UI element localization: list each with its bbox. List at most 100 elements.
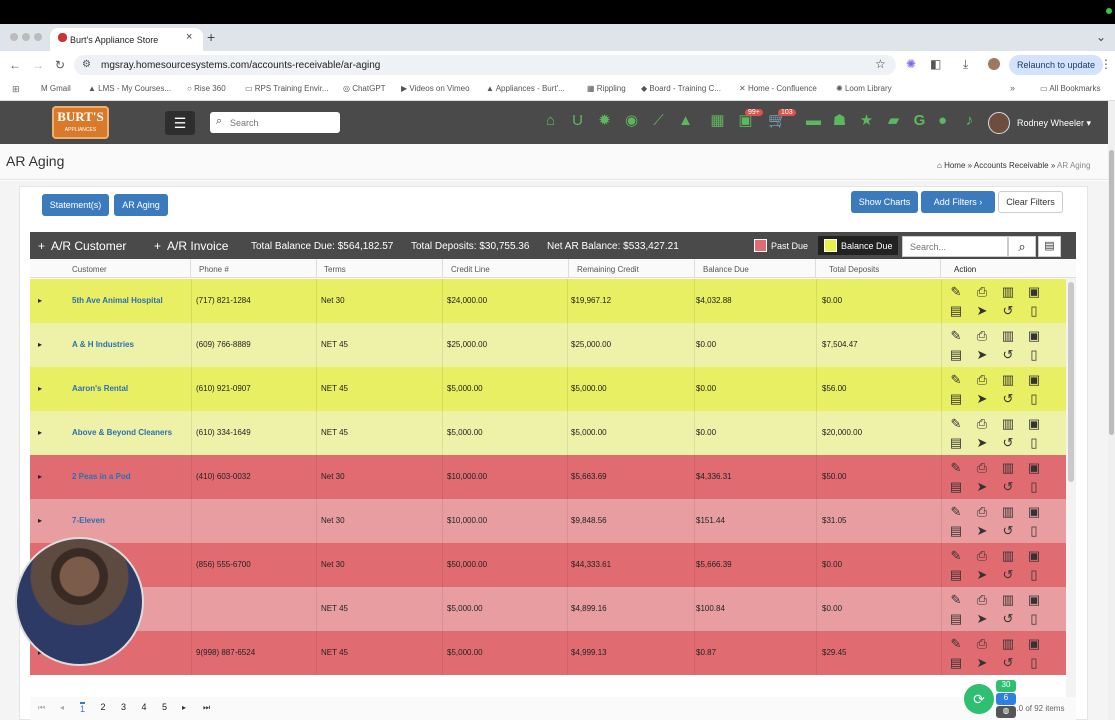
row-expand-icon[interactable]: ▸ xyxy=(38,340,43,349)
page-number-3[interactable]: 3 xyxy=(121,702,127,712)
pencil-icon[interactable]: ✎ xyxy=(950,372,962,387)
clear-filters-button[interactable]: Clear Filters xyxy=(998,191,1063,213)
user-menu[interactable]: Rodney Wheeler ▾ xyxy=(1017,118,1092,128)
row-expand-icon[interactable]: ▸ xyxy=(38,472,43,481)
table-row[interactable]: ▸ Above & Beyond Cleaners (610) 334-1649 NE… xyxy=(30,411,1066,455)
breadcrumb-accounts-receivable[interactable]: Accounts Receivable xyxy=(973,161,1049,170)
column-header[interactable]: Customer xyxy=(72,265,107,274)
gift-icon[interactable]: ▥ xyxy=(1001,548,1015,563)
statements-button[interactable]: Statement(s) xyxy=(42,194,109,216)
table-row[interactable]: ▸ 2 Peas in a Pod (410) 603-0032 Net 30 $10,… xyxy=(30,455,1066,499)
document-icon[interactable]: ▯ xyxy=(1030,523,1038,538)
row-expand-icon[interactable]: ▸ xyxy=(38,428,43,437)
extension-gear-icon[interactable]: ✺ xyxy=(906,57,917,71)
pencil-icon[interactable]: ✎ xyxy=(950,548,962,563)
window-zoom-icon[interactable] xyxy=(34,33,42,41)
page-number-1[interactable]: 1 xyxy=(80,702,86,714)
printer-icon[interactable]: ⎙ xyxy=(976,592,988,607)
printer-icon[interactable]: ⎙ xyxy=(976,636,988,651)
google-icon[interactable]: G xyxy=(913,112,926,129)
url-bar[interactable]: mgsray.homesourcesystems.com/accounts-re… xyxy=(74,55,896,75)
star-icon[interactable]: ★ xyxy=(859,112,874,129)
grid-scrollbar[interactable] xyxy=(1066,278,1076,697)
cart-icon[interactable]: 🛒 xyxy=(768,112,787,129)
table-row[interactable]: ▸NET 45$5,000.00$4,899.16$100.84$0.00✎⎙▥… xyxy=(30,587,1066,631)
history-icon[interactable]: ↺ xyxy=(1002,303,1014,318)
bookmark-item[interactable]: ▭ RPS Training Envir... xyxy=(245,84,329,93)
money-icon[interactable]: ▣ xyxy=(1027,284,1041,299)
bookmark-item[interactable]: ▶ Videos on Vimeo xyxy=(401,84,470,93)
money-icon[interactable]: ▣ xyxy=(1027,372,1041,387)
row-expand-icon[interactable]: ▸ xyxy=(38,296,43,305)
calculator-icon[interactable]: ▦ xyxy=(710,112,725,129)
pencil-icon[interactable]: ✎ xyxy=(950,328,962,343)
gift-icon[interactable]: ▥ xyxy=(1001,504,1015,519)
bookmarks-overflow-icon[interactable]: » xyxy=(1010,83,1016,93)
bank-icon[interactable]: ▤ xyxy=(949,523,963,538)
bookmark-item[interactable]: ▲ Appliances - Burt'... xyxy=(486,84,565,93)
column-header[interactable]: Phone # xyxy=(199,265,229,274)
site-info-icon[interactable]: ⚙ xyxy=(82,59,91,70)
reload-icon[interactable]: ↻ xyxy=(55,58,66,72)
history-icon[interactable]: ↺ xyxy=(1002,391,1014,406)
ar-aging-button[interactable]: AR Aging xyxy=(114,194,168,216)
gift-icon[interactable]: ▥ xyxy=(1001,372,1015,387)
bell-icon[interactable]: ♪ xyxy=(965,112,974,129)
send-icon[interactable]: ➤ xyxy=(976,435,988,450)
bookmark-item[interactable]: M Gmail xyxy=(41,84,71,93)
show-charts-button[interactable]: Show Charts xyxy=(851,191,918,213)
money-icon[interactable]: ▣ xyxy=(1027,504,1041,519)
settings-gear-icon[interactable]: ✹ xyxy=(598,112,611,129)
gift-icon[interactable]: ▥ xyxy=(1001,416,1015,431)
users-icon[interactable]: ☗ xyxy=(832,112,847,129)
cell-customer[interactable]: Above & Beyond Cleaners xyxy=(72,428,173,437)
prev-page-icon[interactable]: ◂ xyxy=(60,703,65,712)
grid-search-input[interactable] xyxy=(902,236,1008,257)
cell-customer[interactable]: Aaron's Rental xyxy=(72,384,129,393)
extensions-puzzle-icon[interactable]: ◧ xyxy=(930,57,942,71)
money-icon[interactable]: ▣ xyxy=(1027,460,1041,475)
relaunch-button[interactable]: Relaunch to update xyxy=(1009,55,1103,75)
bookmark-item[interactable]: ▲ LMS - My Courses... xyxy=(88,84,171,93)
tab-close-icon[interactable]: × xyxy=(186,31,193,43)
send-icon[interactable]: ➤ xyxy=(976,567,988,582)
printer-icon[interactable]: ⎙ xyxy=(976,460,988,475)
document-icon[interactable]: ▯ xyxy=(1030,655,1038,670)
window-minimize-icon[interactable] xyxy=(22,33,30,41)
new-tab-icon[interactable]: + xyxy=(207,29,216,45)
browser-menu-icon[interactable]: ⋮ xyxy=(1100,57,1112,71)
bookmark-item[interactable]: ◎ ChatGPT xyxy=(343,84,386,93)
export-excel-icon[interactable]: ▤ xyxy=(1038,236,1061,257)
brand-logo[interactable]: BURT'S APPLIANCES xyxy=(52,106,109,139)
bank-icon[interactable]: ▤ xyxy=(949,435,963,450)
money-icon[interactable]: ▣ xyxy=(1027,328,1041,343)
grid-scrollbar-thumb[interactable] xyxy=(1068,282,1074,482)
history-icon[interactable]: ↺ xyxy=(1002,479,1014,494)
table-row[interactable]: ▸ A & H Industries (609) 766-8889 NET 45 $25… xyxy=(30,323,1066,367)
last-page-icon[interactable]: ⏭ xyxy=(203,703,211,712)
cell-customer[interactable]: 2 Peas in a Pod xyxy=(72,472,131,481)
printer-icon[interactable]: ⎙ xyxy=(976,372,988,387)
gift-icon[interactable]: ▥ xyxy=(1001,284,1015,299)
page-scrollbar-thumb[interactable] xyxy=(1109,150,1114,435)
cell-customer[interactable]: A & H Industries xyxy=(72,340,134,349)
history-icon[interactable]: ↺ xyxy=(1002,347,1014,362)
send-icon[interactable]: ➤ xyxy=(976,611,988,626)
column-header[interactable]: Total Deposits xyxy=(829,265,880,274)
user-avatar[interactable] xyxy=(988,112,1010,134)
printer-icon[interactable]: ⎙ xyxy=(976,284,988,299)
add-filters-button[interactable]: Add Filters › xyxy=(921,191,995,213)
bookmark-item[interactable]: ✕ Home - Confluence xyxy=(739,84,817,93)
column-header[interactable]: Terms xyxy=(324,265,346,274)
column-header[interactable]: Action xyxy=(954,265,977,274)
document-icon[interactable]: ▯ xyxy=(1030,303,1038,318)
table-row[interactable]: ▸ 5th Ave Animal Hospital (717) 821-1284 Ne… xyxy=(30,279,1066,323)
bookmark-item[interactable]: ◆ Board - Training C... xyxy=(641,84,721,93)
table-row[interactable]: ▸ Aaron's Rental (610) 921-0907 NET 45 $5,00… xyxy=(30,367,1066,411)
forward-icon[interactable]: → xyxy=(32,58,44,72)
ar-invoice-toggle[interactable]: + A/R Invoice xyxy=(154,239,228,253)
send-icon[interactable]: ➤ xyxy=(976,303,988,318)
cell-customer[interactable]: 5th Ave Animal Hospital xyxy=(72,296,163,305)
money-icon[interactable]: ▣ xyxy=(1027,592,1041,607)
